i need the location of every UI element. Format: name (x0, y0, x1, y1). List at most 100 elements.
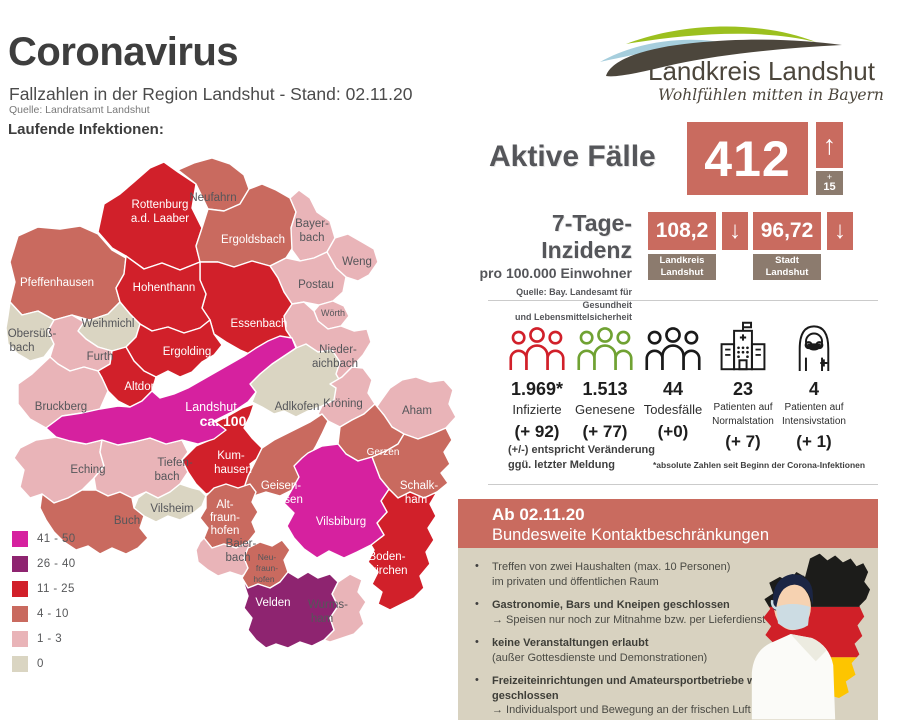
map-region-obersuessbach (5, 301, 55, 362)
restriction-subtext: (außer Gottesdienste und Demonstrationen… (492, 651, 708, 664)
incidence-subtitle: pro 100.000 Einwohner (479, 265, 633, 281)
map-label-wurmsham: Wurms- (308, 599, 348, 611)
map-label-kroening: Kröning (323, 398, 363, 410)
active-cases-value: 412 (687, 122, 808, 195)
map-region-furth (47, 314, 113, 372)
restriction-subtext: → Speisen nur noch zur Mitnahme bzw. per… (492, 613, 766, 626)
region-name-line: Landkreis (659, 255, 705, 267)
stat-label: Todesfälle (643, 402, 703, 417)
landkreis-logo-swoosh-icon (600, 26, 842, 77)
map-caption: Laufende Infektionen: (8, 121, 164, 138)
map-label-neufraunhofen: hofen (253, 574, 275, 584)
map-region-altfraunhofen (199, 483, 259, 549)
map-label-aham: Aham (402, 405, 432, 417)
map-label-ergoldsbach: Ergoldsbach (221, 234, 285, 246)
restriction-item: • Gastronomie, Bars und Kneipen geschlos… (472, 598, 808, 627)
map-label-vilsbiburg: Vilsbiburg (316, 516, 366, 528)
legend-item: 41 - 50 (12, 531, 76, 547)
map-region-wurmsham (323, 573, 367, 643)
restrictions-list: • Treffen von zwei Haushalten (max. 10 P… (472, 560, 808, 720)
map-label-obersuessbach: Obersüß- (8, 328, 57, 340)
map-region-bodenkirchen (367, 488, 438, 611)
map-label-rottenburg: a.d. Laaber (131, 213, 189, 225)
legend-swatch (12, 531, 28, 547)
legend-swatch (12, 656, 28, 672)
map-label-altfraunhofen: fraun- (210, 512, 240, 524)
stat-intensive-care: 4 Patienten auf Intensivstation (+ 1) (764, 312, 864, 452)
map-region-altdorf (97, 346, 157, 408)
map-label-bodenkirchen: Boden- (368, 551, 405, 563)
stat-change: (+ 92) (514, 421, 560, 441)
map-label-landshut-stadt: ca. 100 (200, 413, 247, 429)
map-region-postau (269, 251, 347, 306)
map-region-kumhausen (181, 403, 263, 495)
stat-label-line2: Intensivstation (782, 416, 846, 427)
map-label-postau: Postau (298, 279, 334, 291)
stat-recovered: 1.513 Genesene (+ 77) (555, 312, 655, 442)
map-label-tiefenbach: bach (155, 471, 180, 483)
stat-change: (+ 1) (796, 432, 832, 451)
map-label-altfraunhofen: Alt- (216, 499, 233, 511)
map-label-essenbach: Essenbach (231, 318, 288, 330)
infected-people-icon (509, 327, 565, 370)
legend-swatch (12, 606, 28, 622)
stat-label: Patienten auf (784, 402, 844, 413)
map-region-ergoldsbach (195, 183, 297, 268)
map-label-obersuessbach: bach (10, 342, 35, 354)
map-region-hohenthann (115, 255, 211, 334)
region-name-line: Landshut (660, 267, 704, 278)
map-region-tiefenbach (93, 437, 189, 499)
stat-value: 1.513 (582, 379, 628, 399)
legend-item: 1 - 3 (12, 631, 76, 647)
legend-swatch (12, 556, 28, 572)
incidence-source-line2: und Lebensmittelsicherheit (514, 312, 632, 323)
stat-label: Patienten auf (713, 402, 773, 413)
restriction-item: • Treffen von zwei Haushalten (max. 10 P… (472, 560, 808, 589)
map-label-vilsheim: Vilsheim (150, 503, 193, 515)
stat-change: (+ 7) (725, 432, 761, 451)
restrictions-title: Bundesweite Kontaktbeschränkungen (492, 526, 770, 544)
stat-value: 23 (732, 379, 754, 399)
map-label-niederaichbach: aichbach (312, 358, 358, 370)
divider (488, 300, 878, 301)
map-label-altdorf: Altdorf (124, 381, 158, 393)
restriction-bold: Gastronomie, Bars und Kneipen geschlosse… (492, 599, 730, 612)
restriction-subtext: im privaten und öffentlichen Raum (492, 575, 659, 588)
map-label-bayerbach: bach (300, 232, 325, 244)
incidence-stadt-value: 96,72 (753, 212, 821, 250)
deaths-people-icon (645, 327, 701, 370)
stat-change: (+0) (657, 421, 689, 441)
restrictions-date: Ab 02.11.20 (492, 505, 585, 524)
map-region-weihmichl (77, 301, 141, 352)
stat-label: Infizierte (512, 402, 562, 417)
map-label-bodenkirchen: kirchen (370, 565, 407, 577)
change-sign: + (826, 172, 833, 182)
hospital-icon (720, 321, 766, 371)
map-label-velden: Velden (255, 597, 290, 609)
stat-value: 44 (662, 379, 684, 399)
map-label-baierbach: bach (226, 552, 251, 564)
map-region-ergolding (125, 319, 223, 378)
trend-down-arrow-icon: ↓ (722, 212, 748, 250)
map-label-schalkham: Schalk- (400, 480, 439, 492)
intensive-care-person-icon (798, 325, 830, 371)
map-label-tiefenbach: Tiefen- (157, 457, 193, 469)
map-region-vilsheim (133, 483, 207, 523)
map-region-woerth (313, 300, 350, 330)
map-label-neufraunhofen: Neu- (258, 552, 277, 562)
recovered-people-icon (577, 327, 633, 370)
incidence-block: 7-Tage-Inzidenz pro 100.000 Einwohner Qu… (468, 210, 633, 324)
restrictions-header: Ab 02.11.20 Bundesweite Kontaktbeschränk… (458, 499, 878, 548)
footnote-change: (+/-) entspricht Veränderung ggü. letzte… (508, 443, 655, 474)
incidence-landkreis-value: 108,2 (648, 212, 716, 250)
map-label-gerzen: Gerzen (367, 447, 400, 458)
restriction-text: Treffen von zwei Haushalten (max. 10 Per… (492, 561, 731, 573)
map-region-landshut-stadt (45, 335, 297, 446)
trend-up-arrow-icon: ↑ (816, 122, 843, 168)
masked-person-icon (751, 573, 836, 720)
map-region-weng (326, 233, 379, 282)
stat-value: 1.969* (510, 379, 564, 399)
map-label-bayerbach: Bayer- (295, 218, 329, 230)
map-label-altfraunhofen: hofen (211, 525, 240, 537)
